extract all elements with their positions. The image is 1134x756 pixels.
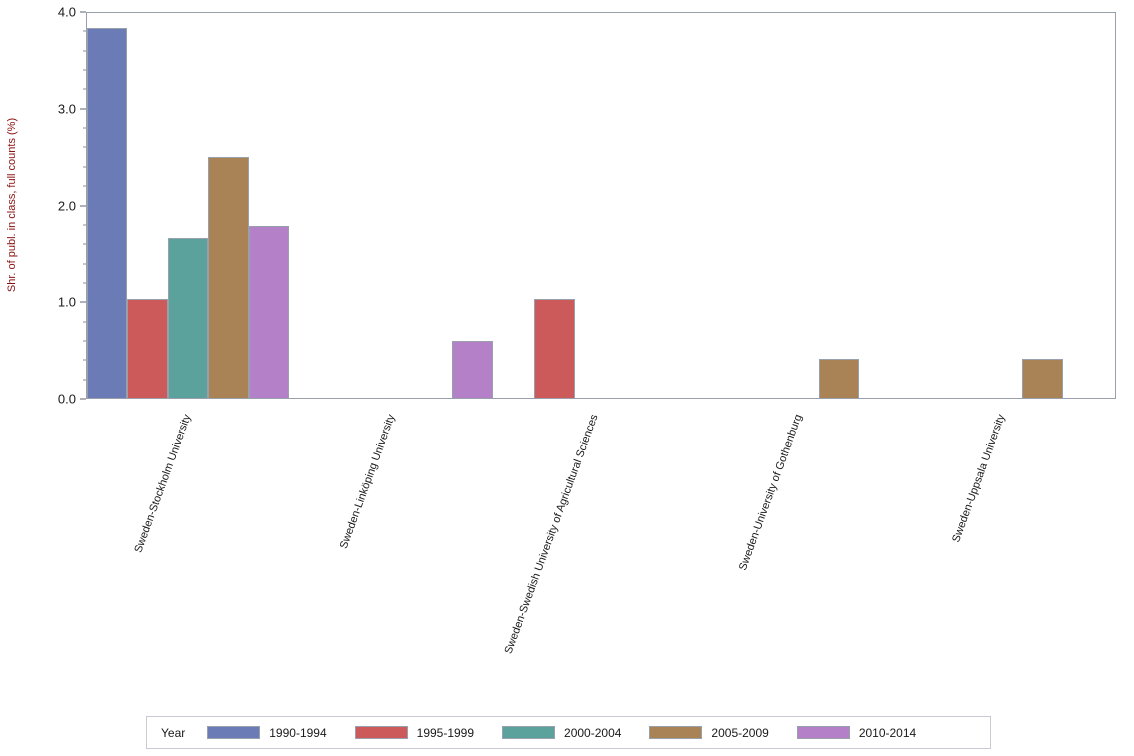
x-axis-label-text: Sweden-Swedish University of Agricultura… (502, 412, 601, 656)
legend-swatch (796, 726, 850, 739)
y-tick-minor (83, 69, 86, 71)
y-tick-major (80, 108, 86, 110)
bar[interactable] (86, 28, 128, 399)
y-tick-minor (83, 282, 86, 284)
legend-swatch (207, 726, 261, 739)
y-tick-label: 3.0 (57, 101, 76, 117)
legend-item[interactable]: 1990-1994 (207, 725, 327, 740)
x-axis-label-text: Sweden-Uppsala University (950, 412, 1008, 545)
legend-item[interactable]: 2005-2009 (649, 725, 769, 740)
legend-swatch (649, 726, 703, 739)
y-tick-major (80, 398, 86, 400)
bar[interactable] (1022, 359, 1063, 399)
y-tick-minor (83, 243, 86, 245)
bars-layer (86, 12, 1116, 399)
bar[interactable] (534, 299, 575, 399)
y-tick-major (80, 205, 86, 206)
legend-label: 2005-2009 (711, 725, 769, 740)
legend: Year 1990-1994 1995-1999 2000-2004 2005-200… (146, 716, 991, 749)
y-tick-minor (83, 224, 86, 226)
y-tick-minor (83, 146, 86, 148)
legend-item[interactable]: 1995-1999 (354, 725, 475, 740)
x-axis-labels: Sweden-Stockholm University Sweden-Linköp… (0, 399, 1134, 709)
y-tick-label: 0.0 (57, 391, 76, 407)
bar[interactable] (248, 225, 290, 399)
legend-swatch (502, 726, 556, 739)
x-axis-label-text: Sweden-University of Gothenburg (736, 412, 805, 573)
y-tick-major (80, 11, 86, 13)
y-tick-minor (83, 50, 86, 52)
y-tick-minor (83, 340, 86, 342)
bar[interactable] (127, 299, 168, 399)
legend-label: 2010-2014 (858, 725, 917, 740)
x-axis-label-text: Sweden-Stockholm University (132, 412, 194, 555)
legend-label: 2000-2004 (564, 725, 622, 740)
legend-item[interactable]: 2010-2014 (796, 725, 917, 740)
y-tick-minor (83, 263, 86, 265)
y-tick-minor (83, 321, 86, 323)
y-tick-minor (83, 127, 86, 129)
y-tick-label: 1.0 (57, 294, 76, 310)
legend-label: 1995-1999 (416, 725, 475, 740)
y-axis: 0.0 1.0 2.0 3.0 4.0 (0, 0, 86, 411)
legend-label: 1990-1994 (269, 725, 327, 740)
y-tick-minor (83, 166, 86, 168)
bar[interactable] (167, 238, 209, 399)
y-tick-minor (83, 30, 86, 32)
bar[interactable] (208, 157, 249, 399)
y-tick-minor (83, 88, 86, 90)
y-tick-label: 2.0 (57, 198, 76, 213)
y-tick-minor (83, 359, 86, 361)
legend-swatch (354, 726, 408, 739)
y-tick-minor (83, 379, 86, 381)
bar[interactable] (452, 340, 493, 399)
y-tick-label: 4.0 (57, 4, 76, 20)
bar[interactable] (818, 359, 860, 399)
y-tick-major (80, 301, 86, 303)
y-tick-minor (83, 185, 86, 187)
legend-item[interactable]: 2000-2004 (502, 726, 621, 740)
x-axis-label-text: Sweden-Linköping University (337, 412, 398, 551)
legend-title: Year (161, 725, 186, 740)
